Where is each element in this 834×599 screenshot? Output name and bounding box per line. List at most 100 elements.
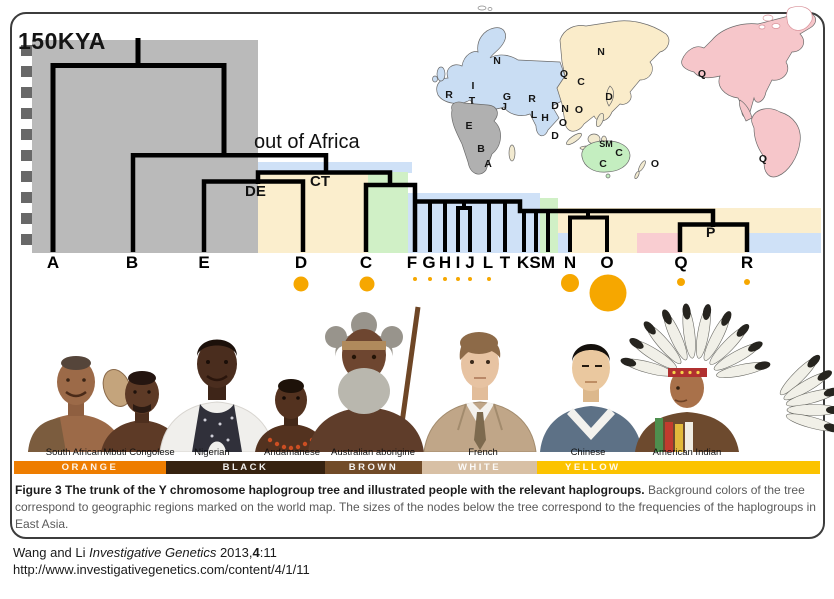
tree-branch-cf xyxy=(363,182,418,252)
map-africa xyxy=(451,101,501,175)
tree-clade-no xyxy=(568,215,609,252)
node-label-de: DE xyxy=(245,183,266,200)
tree-branch-long-bar xyxy=(415,199,716,227)
region-americas-pink xyxy=(637,233,681,253)
tree-branch-b-ct xyxy=(130,152,329,252)
haplogroup-label-j: J xyxy=(465,253,475,272)
figure-caption: Figure 3 The trunk of the Y chromosome h… xyxy=(15,482,817,533)
region-europe-blue-r xyxy=(747,233,821,253)
skin-bar-orange: ORANGE xyxy=(14,461,166,474)
map-arctic-islands xyxy=(758,14,781,30)
region-blue-sliver xyxy=(558,233,570,253)
person-name-aborigine: Australian aborigine xyxy=(331,447,415,458)
feather-headdress xyxy=(620,303,834,433)
timeline-start-label: 150KYA xyxy=(18,28,106,54)
map-letter-c-australia: C xyxy=(599,158,607,170)
map-north-america xyxy=(681,11,817,118)
map-central-america xyxy=(739,99,753,122)
map-letter-c-siberia: C xyxy=(577,76,585,88)
haplogroup-label-i: I xyxy=(455,253,461,272)
person-australian-aborigine xyxy=(308,306,424,452)
map-madagascar xyxy=(508,144,516,162)
figure-caption-text: Background colors of the tree correspond… xyxy=(15,483,816,531)
frequency-dot-f xyxy=(413,277,417,281)
haplogroup-tree-lines xyxy=(50,38,750,252)
map-new-zealand xyxy=(634,160,646,180)
tree-clade-qr xyxy=(677,222,750,252)
map-letter-r-centralasia: R xyxy=(528,93,536,105)
tree-branch-ct-bar xyxy=(255,170,393,187)
haplogroup-label-h: H xyxy=(438,253,452,272)
skin-bar-brown: BROWN xyxy=(325,461,422,474)
citation-volume: 4 xyxy=(252,545,260,560)
person-name-mbuti: Mbuti Congolese xyxy=(103,447,175,458)
haplogroup-label-k: K xyxy=(516,253,530,272)
map-letter-g-caucasus: G xyxy=(503,91,511,103)
map-letter-l-southasia: L xyxy=(531,109,538,121)
haplogroup-label-t: T xyxy=(499,253,511,272)
map-letter-o-seasia: O xyxy=(559,117,567,129)
citation-line: Wang and Li Investigative Genetics 2013,… xyxy=(13,544,310,561)
haplogroup-label-n: N xyxy=(563,253,577,272)
map-letter-j-mideast: J xyxy=(501,101,507,113)
figure-caption-bold: Figure 3 The trunk of the Y chromosome h… xyxy=(15,483,645,497)
frequency-dot-lh xyxy=(487,277,491,281)
map-letter-d-tibet: D xyxy=(551,100,559,112)
world-map: N N Q C I R G R T J D D N O L H O E D B … xyxy=(432,5,817,180)
frequency-dot-n xyxy=(561,274,579,292)
tree-branch-a-bt xyxy=(50,63,227,252)
frequency-dot-d xyxy=(293,276,309,292)
node-label-p: P xyxy=(706,224,716,240)
frequency-dot-i xyxy=(456,277,460,281)
map-letter-a-africa: A xyxy=(484,158,492,170)
skin-bar-yellow-label: YELLOW xyxy=(565,462,621,473)
map-letter-h-india: H xyxy=(541,112,549,124)
map-letter-q-northamerica: Q xyxy=(698,68,706,80)
frequency-dot-r xyxy=(744,279,750,285)
person-name-andamanese: Andamanese xyxy=(264,447,320,458)
map-letter-d-andaman: D xyxy=(551,130,559,142)
frequency-dot-h xyxy=(443,277,447,281)
map-japan xyxy=(606,85,614,107)
skin-bar-white: WHITE xyxy=(422,461,537,474)
person-name-american-indian: American Indian xyxy=(652,447,722,458)
map-letter-i-europe: I xyxy=(472,80,475,92)
citation-url: http://www.investigativegenetics.com/con… xyxy=(13,562,310,577)
map-letter-e-africa: E xyxy=(465,120,472,132)
region-eastasia-wheat-dc xyxy=(258,172,368,253)
haplogroup-label-e: E xyxy=(198,253,210,272)
haplogroup-label-d: D xyxy=(294,253,308,272)
frequency-dot-o xyxy=(589,274,627,312)
map-south-america xyxy=(751,108,801,178)
haplogroup-label-l: L xyxy=(482,253,494,272)
map-australia xyxy=(581,140,631,173)
out-of-africa-annotation: out of Africa xyxy=(254,131,360,153)
haplogroup-label-b: B xyxy=(125,253,139,272)
tree-clade-ij xyxy=(456,206,472,252)
frequency-dot-j xyxy=(468,277,472,281)
citation-journal: Investigative Genetics xyxy=(89,545,217,560)
map-letter-n-europe: N xyxy=(493,55,501,67)
person-name-nigerian: Nigerian xyxy=(194,447,230,458)
map-letter-sm-newguinea: SM xyxy=(599,139,613,149)
haplogroup-label-a: A xyxy=(46,253,60,272)
region-eastasia-wheat-no xyxy=(570,233,637,253)
map-letter-o-china: O xyxy=(575,104,583,116)
haplogroup-label-o: O xyxy=(600,253,614,272)
haplogroup-label-c: C xyxy=(359,253,373,272)
citation-authors: Wang and Li xyxy=(13,545,86,560)
map-greenland xyxy=(786,6,813,31)
person-name-french: French xyxy=(468,447,498,458)
citation-year: 2013, xyxy=(219,545,253,560)
frequency-dot-g xyxy=(428,277,432,281)
region-blue-strip xyxy=(258,162,412,173)
map-tasmania xyxy=(605,173,611,179)
skin-bar-brown-label: BROWN xyxy=(348,462,399,473)
map-letter-n-siberia: N xyxy=(597,46,605,58)
haplogroup-label-g: G xyxy=(422,253,436,272)
map-letter-b-africa: B xyxy=(477,143,485,155)
map-letter-n-china: N xyxy=(561,103,569,115)
region-africa-gray xyxy=(32,40,258,253)
person-french xyxy=(423,332,537,452)
haplogroup-label-r: R xyxy=(740,253,754,272)
